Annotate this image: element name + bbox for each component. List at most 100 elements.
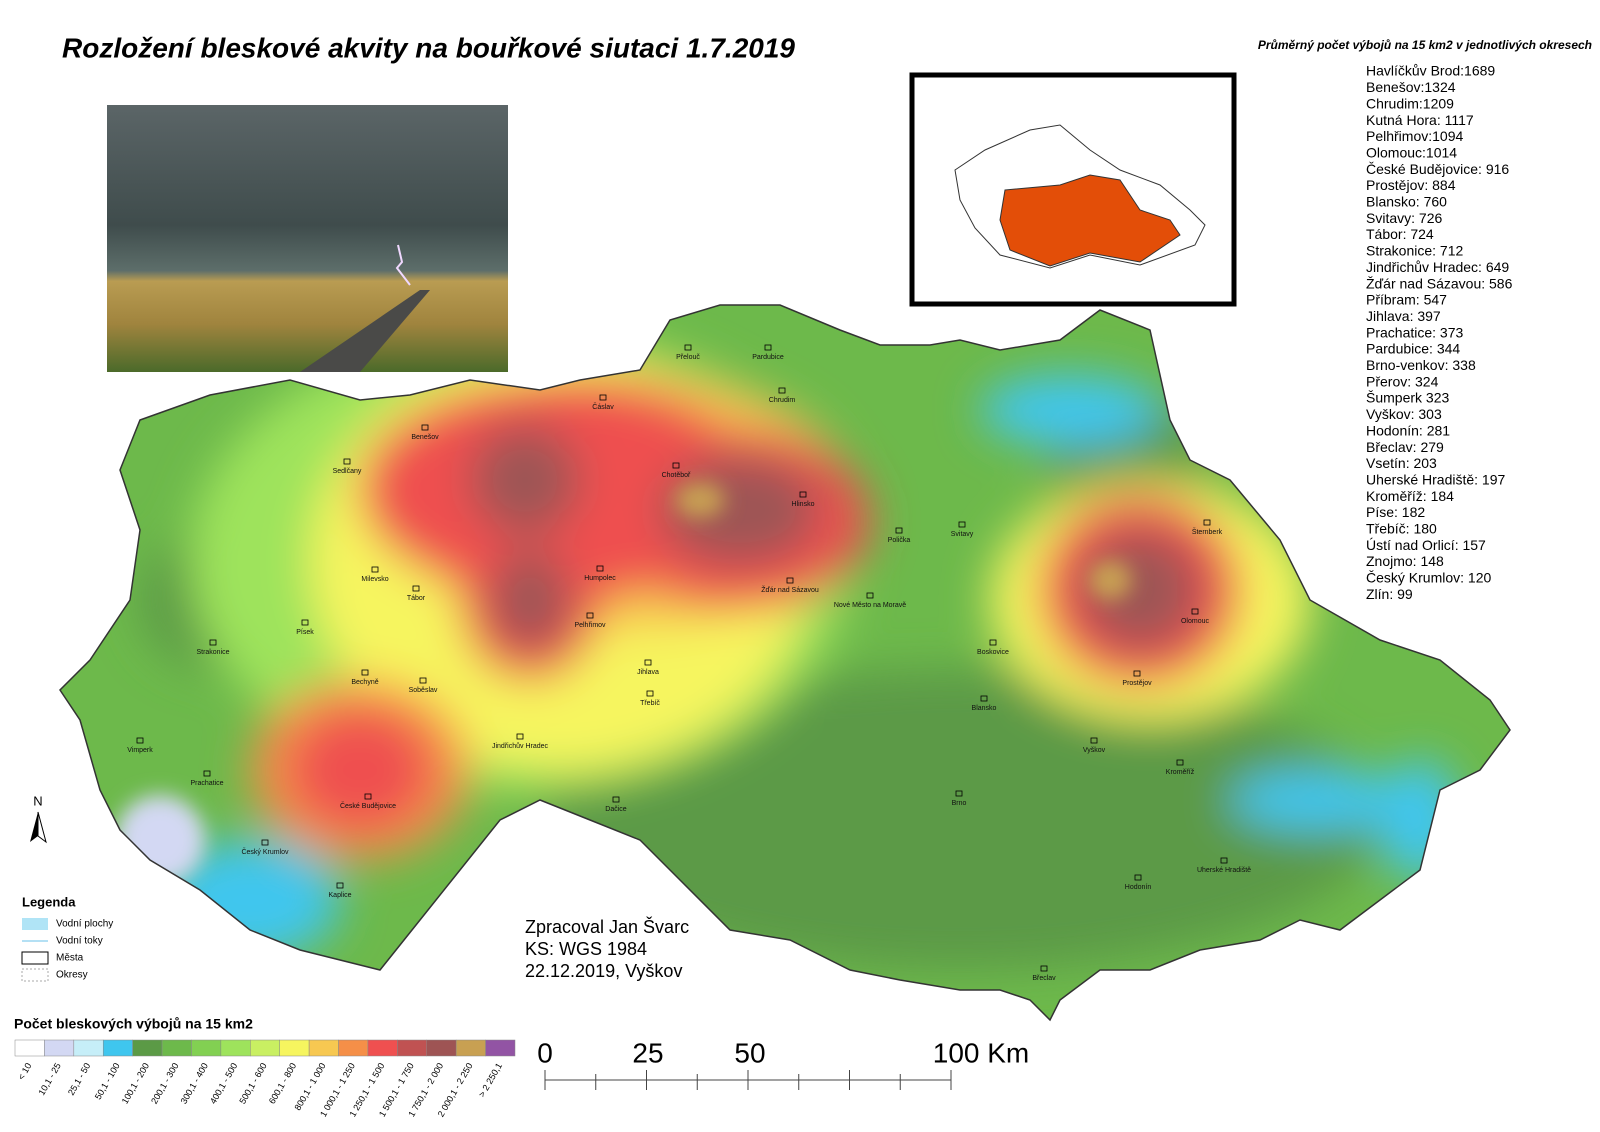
town-label: Třebíč: [640, 700, 660, 707]
town-marker: [371, 566, 379, 573]
district-value: Uherské Hradiště: 197: [1366, 471, 1506, 487]
color-class: [102, 1039, 133, 1057]
district-value: České Budějovice: 916: [1366, 161, 1509, 177]
town-marker: [989, 639, 997, 646]
town-label: Olomouc: [1181, 618, 1210, 625]
town-label: Jindřichův Hradec: [492, 742, 549, 750]
town-marker: [866, 592, 874, 599]
town-marker: [612, 796, 620, 803]
town-marker: [343, 458, 351, 465]
district-value: Pardubice: 344: [1366, 341, 1460, 357]
town-label: Chotěboř: [662, 472, 691, 479]
color-class: [250, 1039, 280, 1057]
district-value: Kutná Hora: 1117: [1366, 112, 1474, 128]
town-marker: [684, 344, 692, 351]
town-label: Polička: [888, 537, 911, 544]
scale-label: 25: [632, 1037, 663, 1068]
district-value: Strakonice: 712: [1366, 243, 1463, 259]
town-label: Hlinsko: [792, 501, 815, 508]
color-class: [44, 1039, 75, 1057]
town-label: Dačice: [605, 806, 627, 813]
district-value: Břeclav: 279: [1366, 439, 1444, 455]
town-label: Boskovice: [977, 649, 1009, 656]
town-marker: [1134, 874, 1142, 881]
color-class: [485, 1039, 516, 1057]
town-label: Bechyně: [351, 679, 378, 686]
color-class: [73, 1039, 104, 1057]
color-class: [426, 1039, 457, 1057]
district-value: Chrudim:1209: [1366, 95, 1454, 111]
color-class: [455, 1039, 486, 1057]
district-value: Brno-venkov: 338: [1366, 357, 1476, 373]
credit-line: KS: WGS 1984: [525, 939, 647, 959]
color-class: [220, 1039, 251, 1057]
legend-swatch: [21, 951, 49, 965]
district-value: Příbram: 547: [1366, 292, 1447, 308]
legend-item: Města: [56, 953, 84, 964]
color-class-label: > 2 250,1: [477, 1061, 505, 1099]
color-class-label: 25,1 - 50: [66, 1061, 92, 1097]
town-label: Sedlčany: [333, 468, 362, 475]
color-class-label: 600,1 - 800: [267, 1061, 298, 1105]
town-marker: [1176, 759, 1184, 766]
town-label: Vyškov: [1083, 747, 1106, 754]
town-label: Prostějov: [1122, 680, 1152, 687]
map: [59, 304, 1511, 1021]
town-label: Strakonice: [196, 649, 229, 656]
town-label: Žďár nad Sázavou: [761, 585, 819, 594]
town-marker: [586, 612, 594, 619]
town-marker: [209, 639, 217, 646]
town-marker: [412, 585, 420, 592]
town-marker: [261, 839, 269, 846]
legend-item: Okresy: [56, 970, 88, 981]
town-label: Brno: [952, 800, 967, 807]
town-marker: [955, 790, 963, 797]
color-class: [367, 1039, 398, 1057]
district-value: Olomouc:1014: [1366, 144, 1457, 160]
town-marker: [516, 733, 524, 740]
legend-swatch: [22, 918, 48, 930]
town-label: Chrudim: [769, 397, 796, 404]
district-value: Benešov:1324: [1366, 79, 1456, 95]
district-value: Zlín: 99: [1366, 586, 1413, 602]
district-value: Prostějov: 884: [1366, 177, 1456, 193]
town-marker: [419, 677, 427, 684]
color-class: [14, 1039, 45, 1057]
town-marker: [599, 394, 607, 401]
color-class: [397, 1039, 428, 1057]
scale-label: 0: [537, 1037, 553, 1068]
town-marker: [799, 491, 807, 498]
town-label: Pardubice: [752, 354, 784, 361]
town-label: Soběslav: [409, 687, 438, 694]
town-label: Šternberk: [1192, 527, 1223, 536]
district-value: Český Krumlov: 120: [1366, 570, 1491, 586]
town-label: Svitavy: [951, 531, 974, 538]
town-marker: [361, 669, 369, 676]
color-class: [338, 1039, 369, 1057]
district-value: Blansko: 760: [1366, 194, 1447, 210]
town-marker: [1133, 670, 1141, 677]
north-label: N: [33, 793, 42, 808]
town-label: Přelouč: [676, 354, 700, 361]
color-class-label: 300,1 - 400: [179, 1061, 210, 1105]
credit-line: Zpracoval Jan Švarc: [525, 916, 689, 937]
town-label: Blansko: [972, 705, 997, 712]
town-label: Čáslav: [592, 402, 614, 411]
scale-label: 100 Km: [933, 1037, 1030, 1068]
town-label: Vimperk: [127, 747, 153, 754]
district-value: Havlíčkův Brod:1689: [1366, 63, 1495, 79]
town-marker: [672, 462, 680, 469]
town-label: Uherské Hradiště: [1197, 867, 1251, 874]
district-value: Prachatice: 373: [1366, 324, 1463, 340]
title: Rozložení bleskové akvity na bouřkové si…: [62, 32, 795, 63]
legend-title: Legenda: [22, 894, 76, 909]
district-value: Přerov: 324: [1366, 373, 1439, 389]
town-marker: [596, 565, 604, 572]
town-marker: [136, 737, 144, 744]
town-label: Prachatice: [190, 780, 223, 787]
town-marker: [786, 577, 794, 584]
town-marker: [421, 424, 429, 431]
town-marker: [958, 521, 966, 528]
district-value: Jihlava: 397: [1366, 308, 1441, 324]
